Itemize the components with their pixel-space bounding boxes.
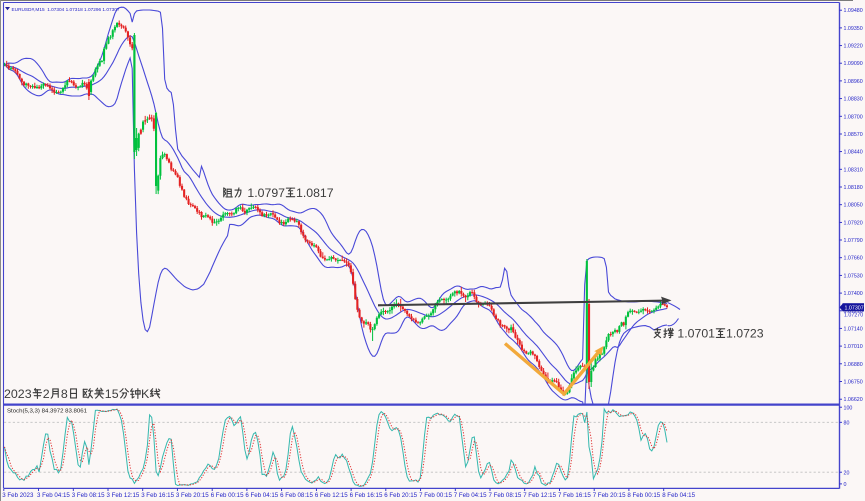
svg-text:7 Feb 20:15: 7 Feb 20:15	[593, 492, 626, 499]
svg-text:6 Feb 00:15: 6 Feb 00:15	[211, 492, 244, 499]
svg-text:7 Feb 12:15: 7 Feb 12:15	[523, 492, 556, 499]
svg-text:20: 20	[844, 470, 850, 476]
svg-text:1.0701: 1.0701	[674, 327, 715, 341]
svg-text:7 Feb 08:15: 7 Feb 08:15	[489, 492, 522, 499]
svg-text:1.07790: 1.07790	[844, 238, 863, 244]
svg-text:1.08960: 1.08960	[844, 79, 863, 85]
svg-text:1.08310: 1.08310	[844, 167, 863, 173]
svg-text:1.07010: 1.07010	[844, 344, 863, 350]
svg-text:7 Feb 04:15: 7 Feb 04:15	[454, 492, 487, 499]
svg-text:3 Feb 04:15: 3 Feb 04:15	[37, 492, 70, 499]
svg-text:2023: 2023	[4, 387, 32, 401]
svg-text:3 Feb 12:15: 3 Feb 12:15	[107, 492, 140, 499]
svg-text:1.07140: 1.07140	[844, 326, 863, 332]
svg-text:3 Feb 08:15: 3 Feb 08:15	[72, 492, 105, 499]
svg-text:6 Feb 16:15: 6 Feb 16:15	[350, 492, 383, 499]
svg-text:1.06620: 1.06620	[844, 397, 863, 403]
svg-text:100: 100	[844, 405, 853, 411]
svg-text:0: 0	[844, 482, 847, 488]
svg-text:1.07530: 1.07530	[844, 273, 863, 279]
svg-text:1.09220: 1.09220	[844, 44, 863, 50]
svg-text:6 Feb 08:15: 6 Feb 08:15	[280, 492, 313, 499]
svg-text:1.08180: 1.08180	[844, 185, 863, 191]
svg-text:1.07400: 1.07400	[844, 291, 863, 297]
svg-text:8 Feb 04:15: 8 Feb 04:15	[662, 492, 695, 499]
svg-text:1.09480: 1.09480	[844, 8, 863, 14]
svg-text:6 Feb 12:15: 6 Feb 12:15	[315, 492, 348, 499]
svg-text:80: 80	[844, 420, 850, 426]
svg-text:6 Feb 20:15: 6 Feb 20:15	[384, 492, 417, 499]
svg-text:1.08830: 1.08830	[844, 97, 863, 103]
svg-text:15: 15	[105, 387, 119, 401]
svg-text:Stoch(5,3,3) 84.3972 83.8061: Stoch(5,3,3) 84.3972 83.8061	[7, 408, 87, 414]
svg-text:1.08050: 1.08050	[844, 203, 863, 209]
svg-text:1.08440: 1.08440	[844, 150, 863, 156]
svg-text:8 Feb 00:15: 8 Feb 00:15	[627, 492, 660, 499]
svg-text:1.07307: 1.07307	[845, 306, 864, 312]
svg-text:K: K	[141, 387, 150, 401]
svg-text:1.08700: 1.08700	[844, 114, 863, 120]
svg-text:1.07920: 1.07920	[844, 220, 863, 226]
svg-text:1.0797: 1.0797	[244, 186, 285, 200]
svg-text:1.07660: 1.07660	[844, 256, 863, 262]
svg-text:1.0723: 1.0723	[726, 327, 764, 341]
svg-text:1.09090: 1.09090	[844, 61, 863, 67]
svg-text:1.07270: 1.07270	[844, 309, 863, 315]
svg-text:3 Feb 16:15: 3 Feb 16:15	[141, 492, 174, 499]
svg-text:3 Feb 20:15: 3 Feb 20:15	[176, 492, 209, 499]
svg-text:7 Feb 16:15: 7 Feb 16:15	[558, 492, 591, 499]
svg-text:1.06880: 1.06880	[844, 362, 863, 368]
svg-text:8: 8	[61, 387, 68, 401]
svg-text:1.0817: 1.0817	[296, 186, 334, 200]
svg-text:1.07270: 1.07270	[844, 313, 863, 319]
svg-text:1.08570: 1.08570	[844, 132, 863, 138]
svg-text:2: 2	[43, 387, 50, 401]
svg-text:7 Feb 00:15: 7 Feb 00:15	[419, 492, 452, 499]
svg-text:6 Feb 04:15: 6 Feb 04:15	[245, 492, 278, 499]
svg-text:EURUSD#,M15 1.07304 1.07318 1: EURUSD#,M15 1.07304 1.07318 1.07296 1.07…	[12, 7, 120, 13]
svg-text:1.09350: 1.09350	[844, 26, 863, 32]
svg-text:3 Feb 2023: 3 Feb 2023	[2, 492, 34, 499]
svg-text:1.06750: 1.06750	[844, 380, 863, 386]
